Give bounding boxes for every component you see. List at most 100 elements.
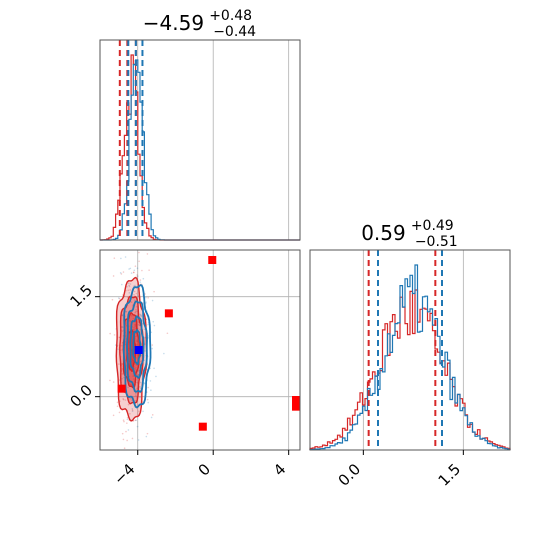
- density-point: [134, 284, 136, 287]
- density-point: [131, 409, 134, 412]
- density-point: [135, 419, 137, 422]
- title-param-2: 0.59 +0.49 −0.51: [361, 215, 459, 250]
- density-point: [136, 388, 138, 390]
- density-point: [135, 292, 138, 295]
- density-point: [121, 330, 124, 332]
- density-point: [142, 410, 144, 413]
- density-point: [134, 311, 136, 314]
- density-point: [123, 420, 125, 423]
- density-point: [120, 257, 122, 260]
- marker-red: [164, 309, 173, 318]
- density-point: [132, 375, 134, 377]
- density-point: [140, 360, 142, 363]
- density-point: [147, 401, 150, 404]
- density-point: [124, 399, 127, 401]
- density-point: [133, 271, 135, 274]
- density-point: [134, 400, 137, 402]
- marker-blue: [134, 346, 143, 354]
- density-point: [139, 281, 142, 283]
- density-point: [134, 323, 137, 326]
- density-point: [134, 327, 137, 330]
- density-point: [121, 368, 124, 370]
- density-point: [147, 386, 149, 389]
- density-point: [130, 272, 133, 274]
- density-point: [133, 367, 136, 370]
- density-point: [135, 394, 137, 397]
- density-point: [122, 271, 125, 273]
- density-point: [144, 336, 146, 339]
- density-point: [149, 380, 152, 382]
- density-point: [118, 336, 120, 339]
- density-point: [136, 340, 139, 343]
- density-point: [121, 326, 123, 328]
- density-point: [129, 267, 132, 270]
- density-point: [137, 369, 140, 372]
- density-point: [132, 328, 135, 331]
- density-point: [140, 314, 143, 317]
- density-point: [151, 299, 154, 302]
- density-point: [144, 350, 146, 352]
- density-point: [135, 340, 138, 343]
- density-point: [126, 422, 128, 424]
- contour-level: [129, 315, 145, 379]
- density-point: [148, 269, 150, 271]
- density-point: [138, 260, 140, 263]
- density-point: [138, 410, 140, 412]
- density-point: [150, 416, 153, 419]
- density-point: [135, 308, 137, 311]
- density-point: [133, 326, 135, 329]
- density-point: [131, 437, 134, 440]
- tick-label-y: 0.0: [66, 381, 96, 411]
- density-point: [112, 275, 115, 277]
- density-point: [137, 439, 140, 441]
- density-point: [109, 332, 111, 335]
- density-point: [139, 381, 142, 384]
- density-point: [137, 373, 140, 376]
- marker-red: [292, 402, 300, 411]
- density-point: [125, 430, 127, 433]
- density-point: [146, 253, 149, 255]
- density-point: [145, 296, 147, 299]
- density-point: [131, 410, 134, 413]
- density-point: [128, 319, 131, 322]
- density-point: [133, 328, 136, 331]
- density-point: [134, 265, 137, 268]
- density-point: [129, 283, 132, 285]
- density-point: [127, 429, 130, 431]
- density-point: [151, 344, 154, 346]
- density-point: [126, 296, 129, 298]
- density-point: [133, 365, 136, 368]
- density-point: [117, 297, 120, 299]
- density-point: [112, 414, 115, 417]
- density-point: [155, 375, 157, 378]
- density-point: [145, 301, 147, 303]
- density-point: [134, 419, 137, 422]
- density-point: [129, 289, 131, 291]
- density-point: [133, 293, 135, 296]
- density-point: [145, 435, 148, 438]
- density-point: [112, 381, 115, 383]
- density-point: [134, 324, 137, 327]
- density-point: [166, 332, 169, 335]
- tick-label-x1: −4: [110, 460, 138, 488]
- density-point: [132, 317, 135, 320]
- density-point: [153, 324, 156, 327]
- tick-label-x2: 1.5: [435, 460, 465, 490]
- density-point: [136, 425, 139, 428]
- marker-red: [198, 422, 207, 431]
- density-point: [130, 315, 133, 317]
- density-point: [135, 366, 137, 369]
- density-point: [139, 387, 142, 390]
- density-point: [153, 367, 155, 370]
- density-point: [134, 323, 136, 326]
- density-point: [139, 328, 141, 331]
- density-point: [122, 326, 124, 328]
- density-point: [111, 298, 114, 301]
- density-point: [137, 370, 139, 373]
- density-point: [122, 438, 125, 441]
- density-point: [120, 283, 123, 286]
- density-point: [134, 310, 137, 313]
- density-point: [140, 315, 142, 318]
- density-point: [136, 267, 139, 270]
- density-point: [121, 377, 123, 380]
